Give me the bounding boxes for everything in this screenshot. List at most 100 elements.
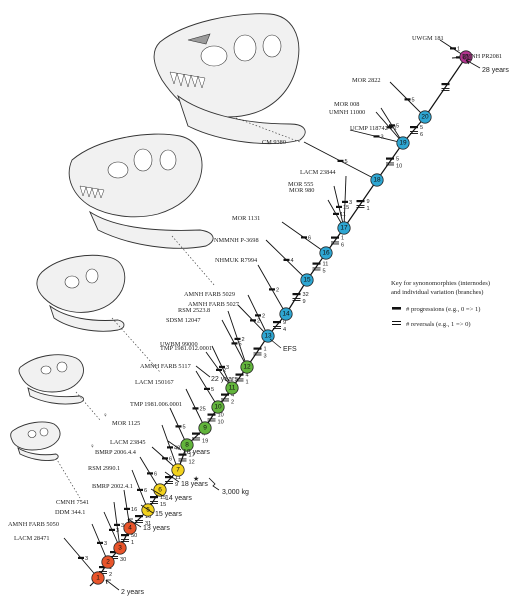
progression-count: 4 xyxy=(231,393,234,399)
branch-count: 48 xyxy=(174,446,180,452)
progression-mark xyxy=(99,566,107,569)
specimen-label: CM 9380 xyxy=(262,139,286,146)
progression-mark xyxy=(301,236,307,239)
reversal-mark xyxy=(165,483,173,484)
specimen-label: UWGM 181 xyxy=(412,35,444,42)
tree-node xyxy=(261,329,275,343)
branch-count: 5 xyxy=(211,387,214,393)
reversal-count: 10 xyxy=(218,420,224,426)
reversal-mark xyxy=(312,269,321,271)
reversal-mark xyxy=(410,131,418,132)
specimen-label: TMP 1981.012.0001 xyxy=(160,345,212,352)
node-number: 18 xyxy=(373,177,381,184)
reversal-mark xyxy=(121,539,129,540)
spine-segment xyxy=(376,142,404,181)
star-icon: ★ xyxy=(193,475,199,483)
specimen-label: FMNH PR2081 xyxy=(462,53,502,60)
progression-count: 10 xyxy=(218,413,224,419)
reversal-mark xyxy=(221,398,229,400)
legend-progressions: # progressions (e.g., 0 => 1) xyxy=(406,306,480,313)
reversal-mark xyxy=(331,243,339,245)
progression-mark xyxy=(135,515,143,518)
progression-count: 4 xyxy=(246,373,249,379)
branch-count: 6 xyxy=(144,488,147,494)
age-15-label: 15 years xyxy=(155,511,182,518)
tree-node xyxy=(211,400,225,414)
tree-node xyxy=(300,273,314,287)
reversal-mark xyxy=(221,400,229,402)
progression-count: 5 xyxy=(420,125,423,131)
progression-mark xyxy=(192,407,199,410)
reversal-mark xyxy=(178,460,187,462)
node-number: 1 xyxy=(96,575,100,582)
branch-count: 3 xyxy=(121,523,124,529)
node-number: 10 xyxy=(214,404,222,411)
node-number: 14 xyxy=(282,311,290,318)
progression-count: 4 xyxy=(202,432,205,438)
tree-node xyxy=(240,360,254,374)
age-18a-label: 18 years xyxy=(181,481,208,488)
specimen-label: LACM 28471 xyxy=(14,535,50,542)
reversal-mark xyxy=(207,420,216,422)
reversal-count: 30 xyxy=(120,557,126,563)
progression-mark xyxy=(207,413,216,416)
branch-count: 2 xyxy=(276,288,279,294)
node-number: 13 xyxy=(264,333,272,340)
branch-count: 1 xyxy=(457,47,460,53)
progression-mark xyxy=(253,347,262,350)
reversal-mark xyxy=(292,298,301,299)
progression-count: 9 xyxy=(367,199,370,205)
progression-mark xyxy=(178,453,187,456)
branch-count: 2 xyxy=(262,314,265,320)
node-number: 2 xyxy=(106,559,110,566)
progression-mark xyxy=(389,124,395,127)
reversal-mark xyxy=(273,326,281,327)
branch-count: 16 xyxy=(131,507,137,513)
reversal-mark xyxy=(99,571,107,572)
specimen-label: MOR 1131 xyxy=(232,215,260,222)
branch-count: 3 xyxy=(104,541,107,547)
reversal-mark xyxy=(386,164,394,166)
reversal-mark xyxy=(441,90,450,91)
specimen-label: UMNH 11000 xyxy=(329,109,365,116)
reversal-count: 6 xyxy=(420,132,423,138)
progression-mark-icon xyxy=(392,307,401,310)
progression-mark xyxy=(192,432,200,435)
progression-count: 11 xyxy=(323,262,329,268)
age-22-label: 22 years xyxy=(211,376,238,383)
progression-mark xyxy=(356,200,365,203)
progression-mark xyxy=(175,425,182,428)
progression-mark xyxy=(137,488,143,491)
age-18b-label: 18 years xyxy=(183,449,210,456)
branch-count: 11 xyxy=(340,212,346,218)
progression-mark xyxy=(165,476,173,479)
progression-mark xyxy=(121,534,129,537)
reversal-mark xyxy=(312,267,321,269)
branch-count: 6 xyxy=(308,236,311,242)
progression-mark xyxy=(386,157,394,160)
progression-mark xyxy=(292,293,301,296)
progression-count: 1 xyxy=(341,236,344,242)
tree-node xyxy=(153,483,167,497)
reversal-mark-icon xyxy=(392,321,401,325)
progression-mark xyxy=(150,496,158,499)
progression-mark xyxy=(235,373,244,376)
reversal-count: 3 xyxy=(264,354,267,360)
branch-count: 4 xyxy=(291,258,294,264)
reversal-count: 1 xyxy=(131,540,134,546)
reversal-mark xyxy=(253,352,262,354)
specimen-label: BMRP 2006.4.4 xyxy=(95,449,137,456)
progression-mark xyxy=(78,556,84,559)
reversal-mark xyxy=(253,354,262,356)
branch-count: 25 xyxy=(200,407,206,413)
skull-juvenile-icon xyxy=(18,354,85,405)
reversal-mark xyxy=(121,541,129,542)
node-number: 17 xyxy=(340,225,348,232)
reversal-count: 10 xyxy=(396,164,402,170)
node-number: 12 xyxy=(243,364,251,371)
branch-count: 2 xyxy=(242,337,245,343)
specimen-label: TMP 1981.006.0001 xyxy=(130,401,182,408)
age-28-label: 28 years xyxy=(482,67,509,74)
